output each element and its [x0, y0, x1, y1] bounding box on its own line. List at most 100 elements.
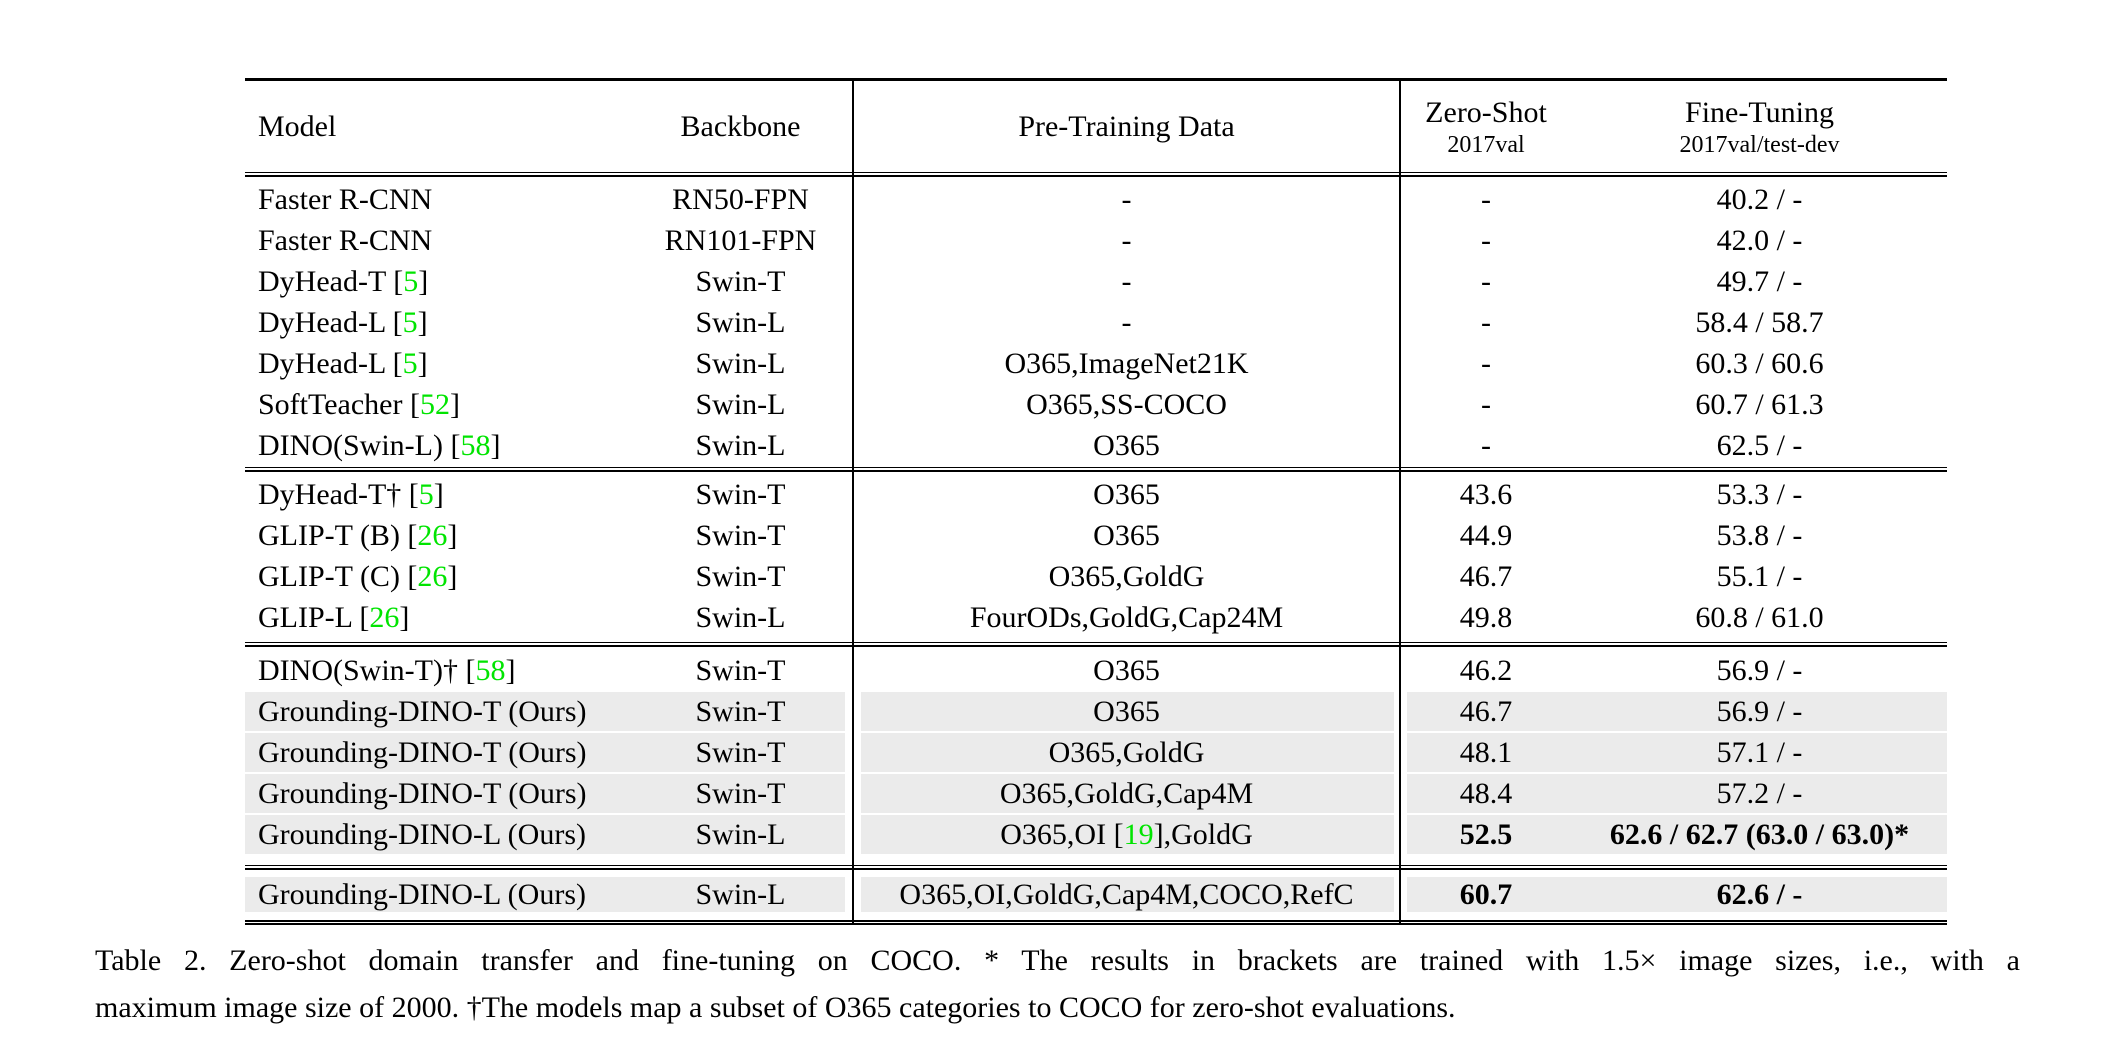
- pretrain-data-cell: -: [1121, 306, 1132, 339]
- table-row: DINO(Swin-L) [58] Swin-L O365 - 62.5 / -: [245, 425, 1947, 466]
- model-cell: GLIP-T (B) [26]: [258, 519, 458, 552]
- fine-tuning-cell: 53.8 / -: [1716, 519, 1803, 552]
- zero-shot-cell: 52.5: [1459, 818, 1513, 851]
- model-cell: DINO(Swin-T)† [58]: [258, 654, 516, 687]
- fine-tuning-cell: 56.9 / -: [1716, 695, 1803, 728]
- backbone-cell: Swin-T: [695, 265, 786, 298]
- citation-link[interactable]: 58: [460, 429, 491, 462]
- citation-link[interactable]: 26: [369, 601, 400, 634]
- table-row: DyHead-L [5] Swin-L O365,ImageNet21K - 60.3 …: [245, 343, 1947, 384]
- fine-tuning-cell: 55.1 / -: [1716, 560, 1803, 593]
- citation-link[interactable]: 26: [417, 560, 448, 593]
- model-cell: Faster R-CNN: [258, 183, 433, 216]
- table-caption: Table 2. Zero-shot domain transfer and f…: [95, 941, 2020, 1028]
- zero-shot-cell: -: [1481, 183, 1491, 216]
- backbone-cell: Swin-T: [695, 519, 786, 552]
- zero-shot-cell: 46.7: [1459, 695, 1513, 728]
- model-cell: Grounding-DINO-T (Ours): [258, 777, 587, 810]
- backbone-cell: RN50-FPN: [672, 183, 809, 216]
- table-row: GLIP-L [26] Swin-L FourODs,GoldG,Cap24M 49.…: [245, 597, 1947, 638]
- pretrain-data-cell: -: [1121, 183, 1132, 216]
- backbone-cell: Swin-L: [695, 878, 786, 911]
- fine-tuning-cell: 42.0 / -: [1716, 224, 1803, 257]
- citation-link[interactable]: 58: [475, 654, 506, 687]
- fine-tuning-cell: 57.2 / -: [1716, 777, 1803, 810]
- pretrain-data-cell: O365: [1093, 429, 1160, 462]
- table-bottom-rule: [245, 920, 1947, 922]
- table-row: DINO(Swin-T)† [58] Swin-T O365 46.2 56.9 / -: [245, 650, 1947, 691]
- citation-link[interactable]: 26: [417, 519, 448, 552]
- backbone-cell: Swin-T: [695, 560, 786, 593]
- header-pretrain: Pre-Training Data: [1018, 110, 1235, 143]
- table-row: Faster R-CNN RN50-FPN - - 40.2 / -: [245, 179, 1947, 220]
- zero-shot-cell: 46.7: [1459, 560, 1513, 593]
- table-bottom-rule: [245, 923, 1947, 925]
- citation-link[interactable]: 19: [1123, 818, 1154, 851]
- section-rule: [245, 868, 1947, 870]
- model-cell: Grounding-DINO-L (Ours): [258, 818, 586, 851]
- zero-shot-cell: 60.7: [1459, 878, 1513, 911]
- citation-link[interactable]: 5: [418, 478, 434, 511]
- model-cell: Grounding-DINO-T (Ours): [258, 736, 587, 769]
- fine-tuning-cell: 49.7 / -: [1716, 265, 1803, 298]
- model-cell: Faster R-CNN: [258, 224, 433, 257]
- pretrain-data-cell: O365,SS-COCO: [1026, 388, 1227, 421]
- fine-tuning-cell: 60.7 / 61.3: [1695, 388, 1824, 421]
- table-top-rule: [245, 78, 1947, 81]
- model-cell: GLIP-L [26]: [258, 601, 410, 634]
- zero-shot-cell: -: [1481, 429, 1491, 462]
- section-rule: [245, 645, 1947, 647]
- pretrain-data-cell: O365,GoldG: [1048, 736, 1205, 769]
- section-rule: [245, 642, 1947, 643]
- backbone-cell: Swin-T: [695, 695, 786, 728]
- table-row: Grounding-DINO-L (Ours) Swin-L O365,OI,Gol…: [245, 877, 1947, 912]
- fine-tuning-cell: 60.3 / 60.6: [1695, 347, 1824, 380]
- backbone-cell: Swin-L: [695, 601, 786, 634]
- header-finetune-title: Fine-Tuning: [1685, 95, 1834, 129]
- table-row: DyHead-L [5] Swin-L - - 58.4 / 58.7: [245, 302, 1947, 343]
- backbone-cell: Swin-L: [695, 429, 786, 462]
- table-row: SoftTeacher [52] Swin-L O365,SS-COCO - 60.7 …: [245, 384, 1947, 425]
- column-divider: [1399, 81, 1401, 925]
- citation-link[interactable]: 5: [402, 306, 418, 339]
- pretrain-data-cell: O365,GoldG: [1048, 560, 1205, 593]
- zero-shot-cell: -: [1481, 306, 1491, 339]
- pretrain-data-cell: O365,GoldG,Cap4M: [999, 777, 1254, 810]
- zero-shot-cell: 48.4: [1459, 777, 1513, 810]
- model-cell: GLIP-T (C) [26]: [258, 560, 458, 593]
- backbone-cell: Swin-T: [695, 478, 786, 511]
- table-section-zero-shot-baselines: DyHead-T† [5] Swin-T O365 43.6 53.3 / - GLIP-…: [245, 474, 1947, 638]
- header-model: Model: [258, 110, 337, 143]
- zero-shot-cell: -: [1481, 224, 1491, 257]
- citation-link[interactable]: 5: [402, 347, 418, 380]
- table-header-row: Model Backbone Pre-Training Data Zero-Sh…: [245, 81, 1947, 172]
- zero-shot-cell: -: [1481, 265, 1491, 298]
- caption-line-2: maximum image size of 2000. †The models …: [95, 991, 1456, 1024]
- table-section-closed-set: Faster R-CNN RN50-FPN - -40.2 / - Faster R-C…: [245, 179, 1947, 466]
- backbone-cell: RN101-FPN: [664, 224, 817, 257]
- fine-tuning-cell: 40.2 / -: [1716, 183, 1803, 216]
- fine-tuning-cell: 57.1 / -: [1716, 736, 1803, 769]
- zero-shot-cell: 49.8: [1459, 601, 1513, 634]
- fine-tuning-cell: 62.5 / -: [1716, 429, 1803, 462]
- model-cell: DyHead-L [5]: [258, 306, 428, 339]
- fine-tuning-cell: 58.4 / 58.7: [1695, 306, 1824, 339]
- table-row: Grounding-DINO-T (Ours) Swin-T O365,GoldG,…: [245, 773, 1947, 814]
- header-zeroshot-title: Zero-Shot: [1425, 95, 1547, 129]
- citation-link[interactable]: 5: [403, 265, 419, 298]
- pretrain-data-cell: O365: [1093, 695, 1160, 728]
- zero-shot-cell: 48.1: [1459, 736, 1513, 769]
- column-divider: [852, 81, 854, 925]
- header-backbone: Backbone: [680, 110, 801, 143]
- table-row: GLIP-T (B) [26] Swin-T O365 44.9 53.8 / -: [245, 515, 1947, 556]
- backbone-cell: Swin-L: [695, 388, 786, 421]
- header-rule: [245, 175, 1947, 177]
- fine-tuning-cell: 60.8 / 61.0: [1695, 601, 1824, 634]
- zero-shot-cell: -: [1481, 347, 1491, 380]
- table-row: DyHead-T† [5] Swin-T O365 43.6 53.3 / -: [245, 474, 1947, 515]
- citation-link[interactable]: 52: [419, 388, 450, 421]
- table-row: Grounding-DINO-L (Ours) Swin-L O365,OI [19…: [245, 814, 1947, 855]
- pretrain-data-cell: -: [1121, 224, 1132, 257]
- backbone-cell: Swin-L: [695, 306, 786, 339]
- header-finetune: Fine-Tuning 2017val/test-dev: [1572, 81, 1947, 172]
